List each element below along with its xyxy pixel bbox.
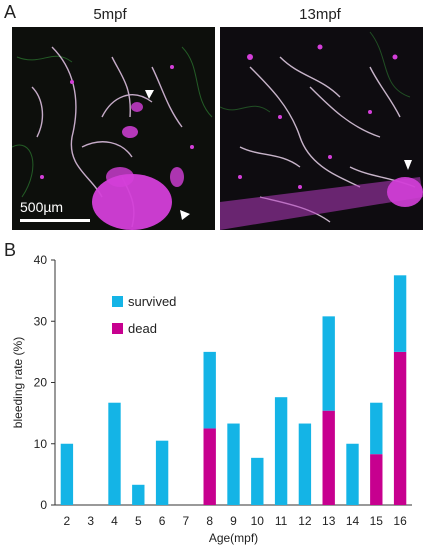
scale-bar bbox=[20, 219, 90, 222]
x-tick-label: 11 bbox=[275, 514, 288, 528]
y-tick-label: 10 bbox=[34, 437, 48, 451]
micrograph-5mpf-drawing bbox=[12, 27, 215, 230]
x-tick-label: 6 bbox=[159, 514, 166, 528]
arrowhead-icon bbox=[404, 160, 412, 170]
bar-survived bbox=[155, 440, 169, 505]
bar-survived bbox=[60, 443, 74, 505]
x-tick-label: 3 bbox=[87, 514, 94, 528]
micrograph-13mpf bbox=[220, 27, 423, 230]
x-tick-label: 5 bbox=[135, 514, 142, 528]
panel-b-label: B bbox=[4, 240, 17, 260]
bar-dead bbox=[322, 410, 335, 505]
image-title-13mpf: 13mpf bbox=[299, 6, 341, 23]
bar-survived bbox=[393, 275, 407, 352]
x-tick-label: 4 bbox=[111, 514, 118, 528]
scale-bar-label: 500µm bbox=[20, 199, 64, 215]
bar-survived bbox=[346, 443, 359, 505]
x-tick-label: 9 bbox=[230, 514, 237, 528]
legend-swatch-survived bbox=[112, 296, 123, 307]
bar-survived bbox=[203, 351, 216, 429]
x-tick-label: 15 bbox=[370, 514, 384, 528]
legend-label-dead: dead bbox=[128, 321, 157, 336]
micrograph-13mpf-drawing bbox=[220, 27, 423, 230]
bar-survived bbox=[251, 457, 264, 505]
x-axis-title: Age(mpf) bbox=[209, 531, 258, 545]
x-tick-label: 16 bbox=[393, 514, 407, 528]
x-tick-label: 7 bbox=[183, 514, 190, 528]
chart-legend: survived dead bbox=[112, 294, 176, 336]
y-tick-label: 20 bbox=[34, 376, 48, 390]
legend-swatch-dead bbox=[112, 323, 123, 334]
bar-survived bbox=[274, 397, 288, 505]
x-tick-label: 14 bbox=[346, 514, 360, 528]
bar-dead bbox=[203, 428, 216, 505]
bar-survived bbox=[132, 484, 145, 505]
x-tick-label: 10 bbox=[251, 514, 265, 528]
y-tick-label: 30 bbox=[34, 314, 48, 328]
arrowhead-icon bbox=[180, 210, 190, 220]
y-axis-title: bleeding rate (%) bbox=[11, 337, 25, 428]
bar-survived bbox=[227, 423, 240, 505]
bar-survived bbox=[108, 402, 121, 505]
panel-a-label: A bbox=[4, 2, 17, 22]
chart-bars bbox=[60, 275, 407, 505]
y-tick-label: 0 bbox=[40, 498, 47, 512]
bar-survived bbox=[370, 402, 383, 455]
x-tick-label: 13 bbox=[322, 514, 336, 528]
x-tick-label: 12 bbox=[298, 514, 312, 528]
bar-dead bbox=[393, 351, 407, 505]
bar-survived bbox=[322, 316, 335, 411]
stacked-bar-chart: 0 10 20 30 40 2 3 4 5 6 7 8 9 10 11 12 13 14 15 16 Age(mpf) b… bbox=[11, 253, 412, 545]
bar-dead bbox=[370, 454, 383, 505]
image-title-5mpf: 5mpf bbox=[93, 6, 127, 23]
arrowhead-icon bbox=[145, 90, 154, 99]
bar-survived bbox=[298, 423, 312, 505]
chart-labels: 0 10 20 30 40 2 3 4 5 6 7 8 9 10 11 12 13 14 15 16 Age(mpf) b… bbox=[11, 253, 407, 545]
x-tick-label: 8 bbox=[206, 514, 213, 528]
micrograph-5mpf: 500µm bbox=[12, 27, 215, 230]
y-tick-label: 40 bbox=[34, 253, 48, 267]
x-tick-label: 2 bbox=[64, 514, 71, 528]
legend-label-survived: survived bbox=[128, 294, 176, 309]
